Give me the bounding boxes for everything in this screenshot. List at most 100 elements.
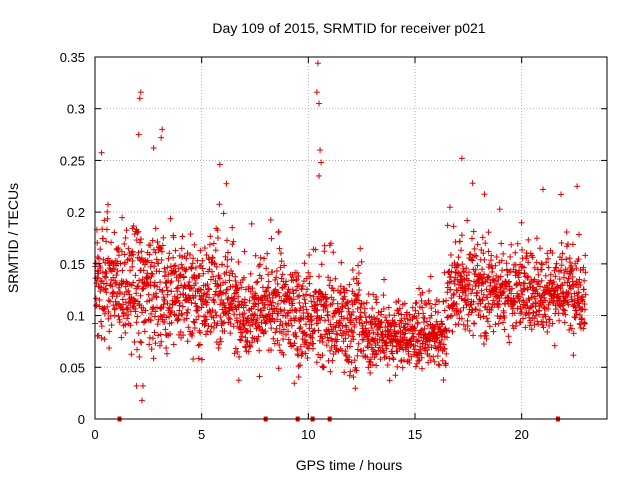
data-point <box>190 356 197 363</box>
data-point <box>106 344 113 351</box>
data-point <box>564 279 571 286</box>
data-point <box>142 317 149 324</box>
data-point <box>212 309 219 316</box>
data-point <box>166 250 173 257</box>
data-point <box>281 307 288 314</box>
data-point <box>445 269 452 276</box>
data-point <box>329 313 336 320</box>
data-point <box>252 310 259 317</box>
data-point <box>135 283 142 290</box>
data-point <box>252 301 259 308</box>
data-point <box>448 278 455 285</box>
data-point <box>173 297 180 304</box>
data-point <box>389 350 396 357</box>
data-point <box>227 316 234 323</box>
data-point <box>485 248 492 255</box>
data-point <box>277 250 284 257</box>
data-point <box>312 246 319 253</box>
data-point <box>545 264 552 271</box>
data-point <box>110 274 117 281</box>
data-point <box>413 360 420 367</box>
data-point <box>478 287 485 294</box>
data-point <box>295 281 302 288</box>
data-point <box>151 329 158 336</box>
data-point <box>421 315 428 322</box>
data-point <box>210 314 217 321</box>
data-point <box>343 287 350 294</box>
data-point <box>148 259 155 266</box>
data-point <box>223 269 230 276</box>
data-point <box>319 352 326 359</box>
data-point <box>230 238 237 245</box>
data-point <box>157 305 164 312</box>
data-point <box>299 350 306 357</box>
data-point <box>516 279 523 286</box>
data-point <box>420 319 427 326</box>
data-point <box>556 276 563 283</box>
data-point <box>144 257 151 264</box>
data-point <box>245 283 252 290</box>
data-point <box>409 330 416 337</box>
data-point <box>116 319 123 326</box>
data-point <box>516 298 523 305</box>
data-point <box>275 228 282 235</box>
data-point <box>293 287 300 294</box>
data-point <box>267 216 274 223</box>
data-point <box>505 279 512 286</box>
data-point <box>140 267 147 274</box>
data-point <box>466 282 473 289</box>
data-point <box>171 269 178 276</box>
data-point <box>355 262 362 269</box>
data-point <box>403 336 410 343</box>
data-point <box>157 245 164 252</box>
data-point <box>413 299 420 306</box>
data-point <box>572 304 579 311</box>
data-point <box>138 236 145 243</box>
data-point <box>194 307 201 314</box>
data-point <box>231 295 238 302</box>
data-point <box>303 291 310 298</box>
data-point <box>512 262 519 269</box>
data-point <box>387 326 394 333</box>
data-point <box>459 261 466 268</box>
data-points <box>92 60 589 422</box>
data-point <box>288 322 295 329</box>
data-point <box>522 324 529 331</box>
data-point <box>484 274 491 281</box>
data-point <box>487 279 494 286</box>
data-point <box>488 306 495 313</box>
data-point <box>156 342 163 349</box>
data-point <box>162 268 169 275</box>
data-point <box>392 321 399 328</box>
data-point <box>138 397 145 404</box>
data-point <box>478 246 485 253</box>
data-point <box>412 342 419 349</box>
data-point <box>214 320 221 327</box>
data-point <box>97 246 104 253</box>
data-point <box>450 223 457 230</box>
data-point <box>310 293 317 300</box>
data-point <box>303 275 310 282</box>
data-point <box>435 309 442 316</box>
data-point <box>321 248 328 255</box>
data-point <box>557 267 564 274</box>
data-point <box>573 307 580 314</box>
data-point <box>445 313 452 320</box>
data-point <box>233 281 240 288</box>
data-point <box>476 307 483 314</box>
data-point <box>157 279 164 286</box>
data-point <box>376 336 383 343</box>
data-point <box>291 340 298 347</box>
data-point <box>221 328 228 335</box>
data-point <box>183 255 190 262</box>
data-point <box>319 339 326 346</box>
data-point <box>189 329 196 336</box>
data-point <box>334 331 341 338</box>
data-point <box>104 208 111 215</box>
data-point <box>545 301 552 308</box>
data-point <box>141 328 148 335</box>
data-point <box>273 274 280 281</box>
data-point <box>465 311 472 318</box>
data-point <box>216 161 223 168</box>
data-point <box>236 353 243 360</box>
